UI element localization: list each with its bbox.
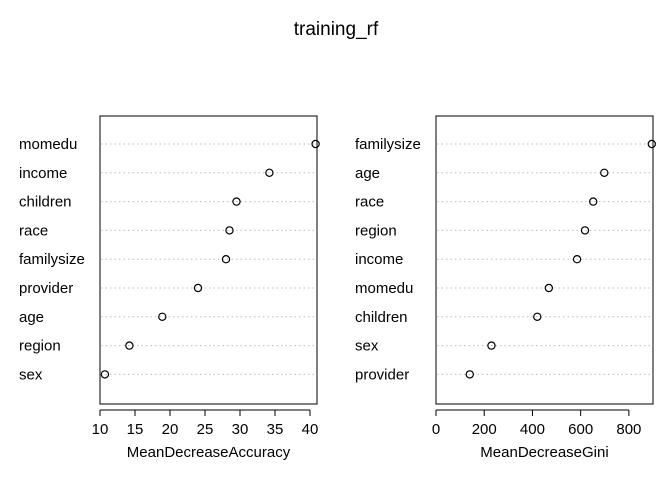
x-tick-label: 10 [92, 421, 109, 438]
category-label: region [355, 222, 397, 239]
data-point [647, 139, 656, 149]
data-point [232, 197, 241, 206]
category-label: income [19, 165, 67, 182]
x-tick-label: 35 [267, 421, 284, 438]
x-tick-label: 40 [302, 421, 319, 438]
data-point [465, 370, 474, 379]
category-label: sex [355, 338, 379, 355]
category-label: race [355, 194, 384, 211]
category-label: children [19, 194, 72, 211]
accuracy-panel: momedu income children race familysize provid… [19, 115, 320, 461]
x-tick-label: 400 [520, 421, 545, 438]
data-point [265, 168, 274, 177]
data-point [193, 283, 203, 293]
x-tick-label: 20 [162, 421, 179, 438]
category-label: provider [355, 366, 409, 383]
category-label: momedu [19, 136, 77, 153]
data-point [580, 226, 590, 235]
plot-frame [435, 115, 654, 405]
category-label: region [19, 338, 61, 355]
x-tick-label: 0 [432, 421, 440, 438]
figure-title: training_rf [294, 19, 379, 40]
data-point [572, 255, 582, 264]
data-point [589, 197, 598, 206]
x-tick-label: 200 [472, 421, 497, 438]
x-axis-title: MeanDecreaseAccuracy [127, 444, 291, 461]
category-label: familysize [19, 251, 85, 268]
data-point [158, 312, 167, 321]
x-axis-title: MeanDecreaseGini [480, 444, 608, 461]
category-label: sex [19, 366, 43, 383]
category-label: age [355, 165, 380, 182]
plot-frame [99, 115, 318, 405]
data-point [533, 312, 542, 321]
data-point [225, 226, 234, 235]
x-tick-label: 600 [568, 421, 593, 438]
category-label: children [355, 309, 408, 326]
x-tick-label: 30 [232, 421, 249, 438]
data-point [600, 168, 609, 177]
category-label: race [19, 222, 48, 239]
x-tick-label: 25 [197, 421, 214, 438]
category-label: age [19, 309, 44, 326]
category-label: familysize [355, 136, 421, 153]
x-tick-label: 800 [616, 421, 641, 438]
data-point [544, 283, 554, 293]
category-label: provider [19, 280, 73, 297]
data-point [487, 341, 496, 350]
data-point [100, 370, 110, 379]
gini-panel: familysize age race region income momedu child… [355, 115, 656, 461]
category-label: income [355, 251, 403, 268]
data-point [221, 255, 231, 264]
category-label: momedu [355, 280, 413, 297]
data-point [311, 139, 320, 149]
data-point [125, 341, 134, 350]
x-tick-label: 15 [127, 421, 144, 438]
